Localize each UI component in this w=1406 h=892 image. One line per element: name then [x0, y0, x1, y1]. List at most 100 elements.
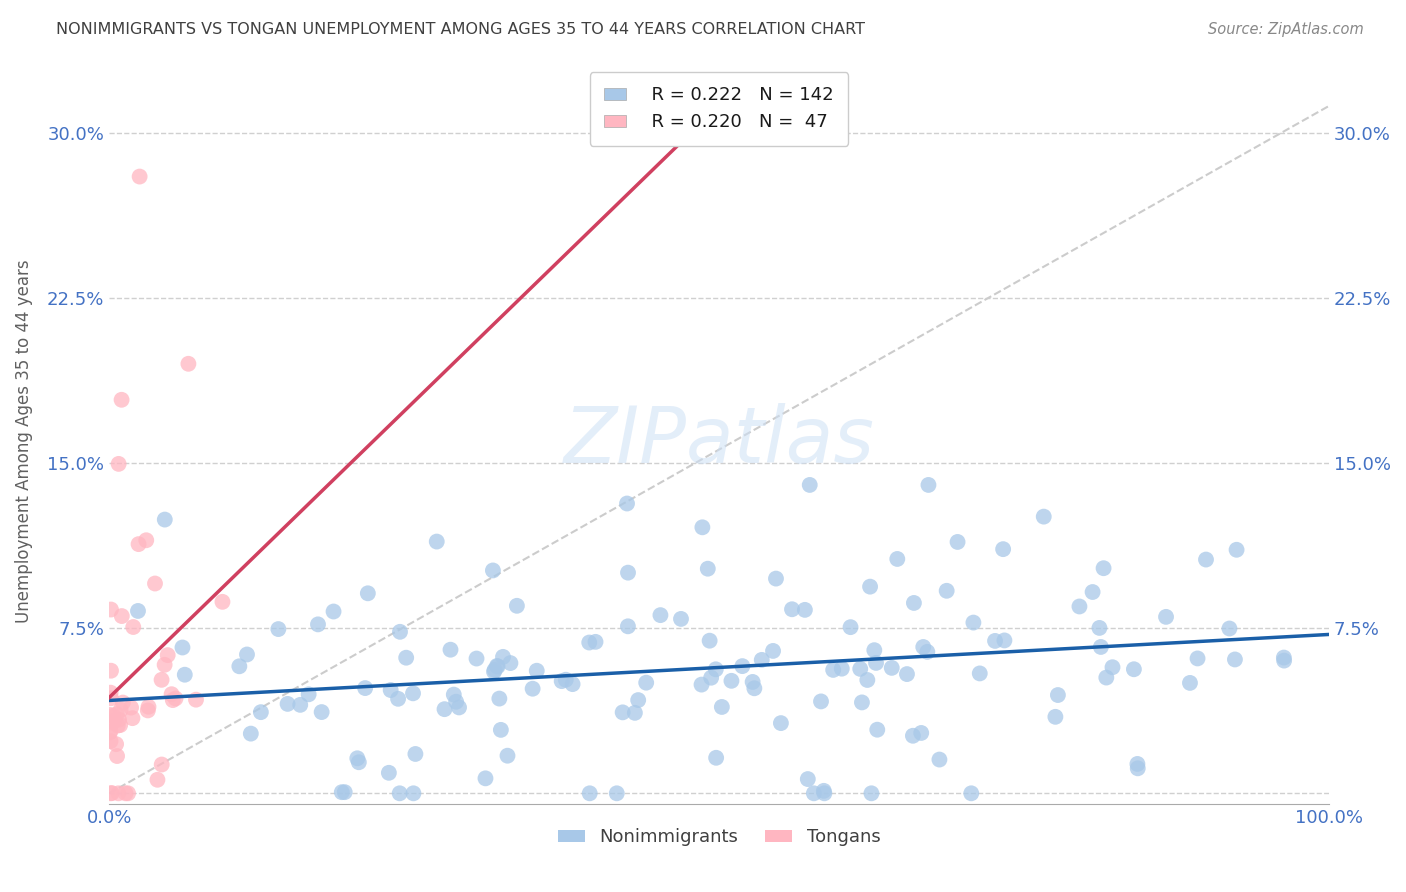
Point [928, 753, 950, 767]
Point [156, 648, 179, 662]
Point [100, 664, 122, 678]
Point [769, 716, 792, 731]
Point [488, 691, 510, 706]
Point [101, 786, 124, 800]
Point [357, 586, 380, 600]
Point [121, 711, 143, 725]
Point [172, 640, 194, 655]
Point [704, 751, 727, 765]
Point [946, 535, 969, 549]
Point [793, 603, 815, 617]
Point [380, 683, 402, 698]
Point [107, 786, 129, 800]
Point [135, 533, 157, 548]
Point [395, 650, 418, 665]
Point [612, 706, 634, 720]
Point [960, 786, 983, 800]
Point [744, 681, 766, 696]
Point [347, 756, 370, 770]
Text: Source: ZipAtlas.com: Source: ZipAtlas.com [1208, 22, 1364, 37]
Point [1090, 640, 1112, 654]
Point [692, 520, 714, 534]
Point [387, 691, 409, 706]
Point [1225, 542, 1247, 557]
Point [984, 634, 1007, 648]
Point [484, 663, 506, 677]
Point [162, 693, 184, 707]
Point [211, 595, 233, 609]
Point [114, 786, 136, 800]
Point [485, 659, 508, 673]
Point [489, 723, 512, 737]
Point [100, 786, 122, 800]
Point [866, 723, 889, 737]
Point [839, 620, 862, 634]
Point [499, 656, 522, 670]
Point [962, 615, 984, 630]
Point [856, 673, 879, 687]
Point [1069, 599, 1091, 614]
Point [143, 576, 166, 591]
Point [239, 726, 262, 740]
Point [110, 703, 132, 717]
Point [901, 729, 924, 743]
Point [330, 785, 353, 799]
Point [474, 772, 496, 786]
Point [322, 605, 344, 619]
Point [122, 620, 145, 634]
Point [1088, 621, 1111, 635]
Point [250, 705, 273, 719]
Point [1154, 610, 1177, 624]
Point [526, 664, 548, 678]
Point [482, 564, 505, 578]
Point [378, 765, 401, 780]
Point [690, 677, 713, 691]
Point [1045, 710, 1067, 724]
Point [160, 687, 183, 701]
Point [173, 667, 195, 681]
Point [100, 602, 122, 616]
Point [426, 534, 449, 549]
Point [917, 645, 939, 659]
Point [886, 552, 908, 566]
Point [865, 656, 887, 670]
Point [101, 708, 124, 723]
Point [150, 673, 173, 687]
Point [1101, 660, 1123, 674]
Point [720, 673, 742, 688]
Point [277, 697, 299, 711]
Point [1095, 671, 1118, 685]
Point [100, 734, 122, 748]
Point [103, 714, 125, 729]
Point [1272, 654, 1295, 668]
Point [561, 677, 583, 691]
Point [298, 687, 321, 701]
Point [751, 653, 773, 667]
Point [831, 662, 853, 676]
Point [153, 657, 176, 672]
Point [105, 749, 128, 764]
Point [903, 596, 925, 610]
Point [150, 757, 173, 772]
Point [1126, 756, 1149, 771]
Point [443, 688, 465, 702]
Point [969, 666, 991, 681]
Point [447, 700, 470, 714]
Point [1272, 650, 1295, 665]
Point [993, 633, 1015, 648]
Point [333, 785, 356, 799]
Point [100, 686, 122, 700]
Point [165, 691, 187, 706]
Point [910, 726, 932, 740]
Point [111, 609, 134, 624]
Point [797, 772, 820, 786]
Point [624, 706, 647, 720]
Point [813, 786, 835, 800]
Point [1195, 552, 1218, 566]
Point [110, 392, 132, 407]
Y-axis label: Unemployment Among Ages 35 to 44 years: Unemployment Among Ages 35 to 44 years [15, 259, 32, 623]
Point [1218, 622, 1240, 636]
Point [105, 707, 128, 722]
Point [146, 772, 169, 787]
Point [710, 700, 733, 714]
